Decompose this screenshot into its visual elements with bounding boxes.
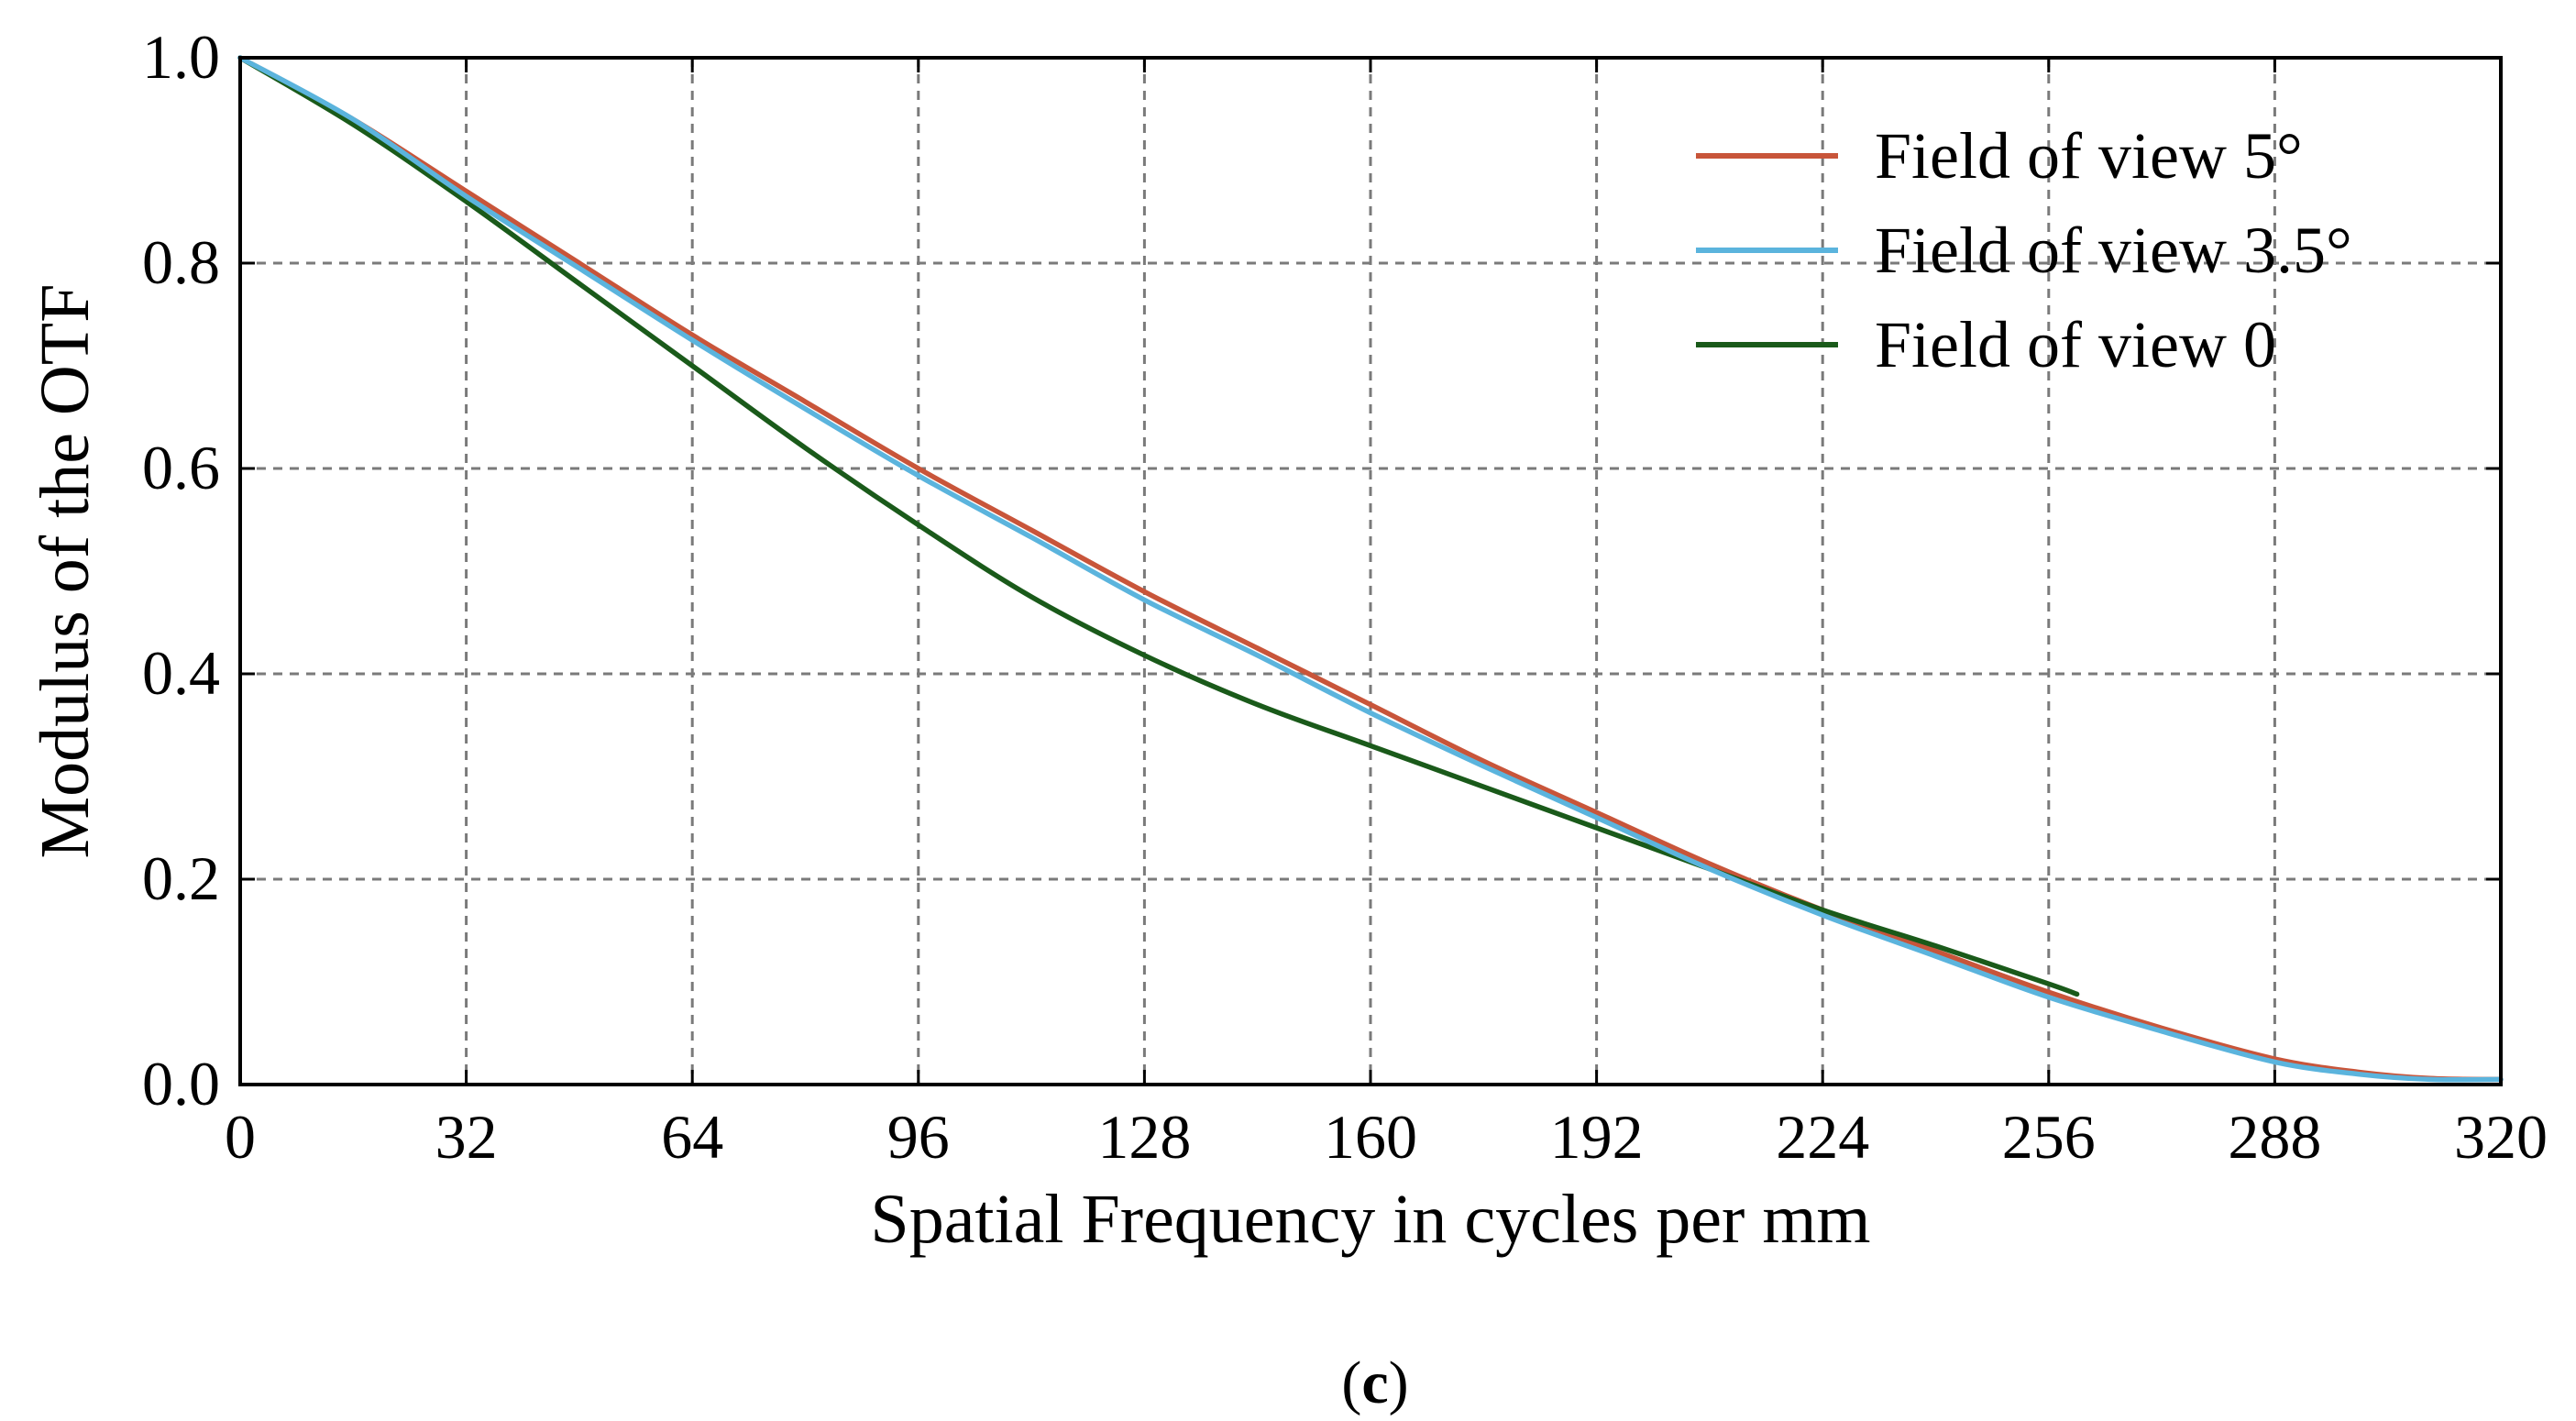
series-line-fov-5	[237, 55, 2504, 1083]
legend-item-fov-0-label: Field of view 0	[1875, 308, 2276, 381]
x-tick-label: 224	[1776, 1102, 1869, 1172]
x-tick-label: 288	[2228, 1102, 2321, 1172]
series-line-fov-3-5	[237, 55, 2504, 1083]
y-tick-label: 0.0	[142, 1049, 220, 1118]
x-axis-label: Spatial Frequency in cycles per mm	[870, 1181, 1870, 1258]
x-tick-label: 256	[2002, 1102, 2096, 1172]
x-tick-label: 320	[2454, 1102, 2548, 1172]
legend-item-fov-3-5-label: Field of view 3.5°	[1875, 214, 2352, 287]
figure-caption: (c)	[1341, 1349, 1408, 1416]
caption-letter: c	[1361, 1349, 1388, 1416]
x-tick-label: 32	[435, 1102, 498, 1172]
legend: Field of view 5° Field of view 3.5° Field …	[1696, 119, 2352, 381]
ticks	[238, 56, 2503, 1086]
grid	[240, 58, 2501, 1085]
x-tick-label: 64	[661, 1102, 723, 1172]
y-tick-label: 0.6	[142, 433, 220, 502]
x-tick-label: 128	[1097, 1102, 1191, 1172]
series-line-fov-0	[237, 55, 2080, 997]
caption-close-paren: )	[1389, 1349, 1409, 1416]
y-tick-label: 0.4	[142, 638, 220, 708]
x-tick-label: 160	[1324, 1102, 1417, 1172]
y-axis-label: Modulus of the OTF	[27, 284, 104, 859]
caption-open-paren: (	[1341, 1349, 1361, 1416]
series-layer	[237, 55, 2504, 1083]
y-tick-labels: 0.0 0.2 0.4 0.6 0.8 1.0	[142, 22, 220, 1118]
legend-item-fov-5-label: Field of view 5°	[1875, 119, 2303, 193]
y-tick-label: 1.0	[142, 22, 220, 92]
x-tick-label: 0	[225, 1102, 256, 1172]
x-tick-labels: 0 32 64 96 128 160 192 224 256 288 320	[225, 1102, 2548, 1172]
y-tick-label: 0.2	[142, 843, 220, 913]
y-tick-label: 0.8	[142, 227, 220, 297]
x-tick-label: 192	[1550, 1102, 1644, 1172]
x-tick-label: 96	[887, 1102, 950, 1172]
